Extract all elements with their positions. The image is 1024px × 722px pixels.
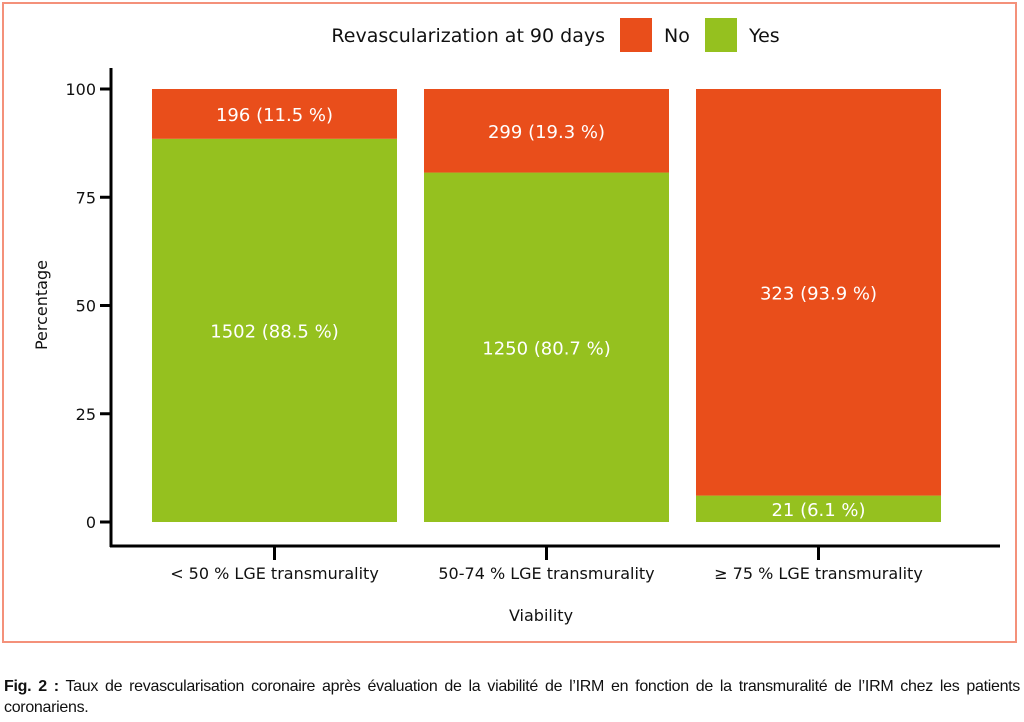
caption-text: Taux de revascularisation coronaire aprè… — [4, 678, 1021, 716]
y-tick-label: 75 — [76, 188, 96, 207]
data-label: 299 (19.3 %) — [488, 122, 605, 143]
data-label: 323 (93.9 %) — [760, 283, 877, 304]
bar-segment-yes — [696, 495, 941, 522]
y-axis-title: Percentage — [32, 260, 51, 350]
x-axis-title: Viability — [509, 606, 573, 625]
legend-swatch-yes — [705, 18, 737, 52]
figure-frame — [2, 2, 1017, 643]
caption-label: Fig. 2 : — [4, 678, 59, 695]
data-label: 196 (11.5 %) — [216, 105, 333, 126]
y-tick-label: 0 — [86, 513, 96, 532]
bar-segment-no — [424, 89, 669, 173]
data-label: 21 (6.1 %) — [771, 500, 865, 521]
bar-segment-yes — [152, 138, 397, 523]
bar-segment-no — [696, 89, 941, 496]
x-tick-label: ≥ 75 % LGE transmurality — [714, 564, 923, 583]
figure-caption: Fig. 2 : Taux de revascularisation coron… — [4, 676, 1020, 718]
legend-label-no: No — [664, 25, 690, 47]
legend-label-yes: Yes — [748, 25, 780, 47]
y-tick-label: 50 — [76, 297, 96, 316]
stacked-bar-chart: 0 25 50 75 100 1502 (88.5 %) 196 (11.5 %) < 50 … — [32, 18, 1000, 625]
bar-segment-yes — [424, 172, 669, 522]
y-tick-label: 100 — [65, 80, 96, 99]
x-tick-label: < 50 % LGE transmurality — [170, 564, 379, 583]
x-tick-label: 50-74 % LGE transmurality — [438, 564, 654, 583]
data-label: 1250 (80.7 %) — [482, 338, 610, 359]
legend-swatch-no — [620, 18, 652, 52]
legend-title: Revascularization at 90 days — [331, 25, 605, 47]
bar-segment-no — [152, 89, 397, 139]
data-label: 1502 (88.5 %) — [210, 321, 338, 342]
y-tick-label: 25 — [76, 405, 96, 424]
